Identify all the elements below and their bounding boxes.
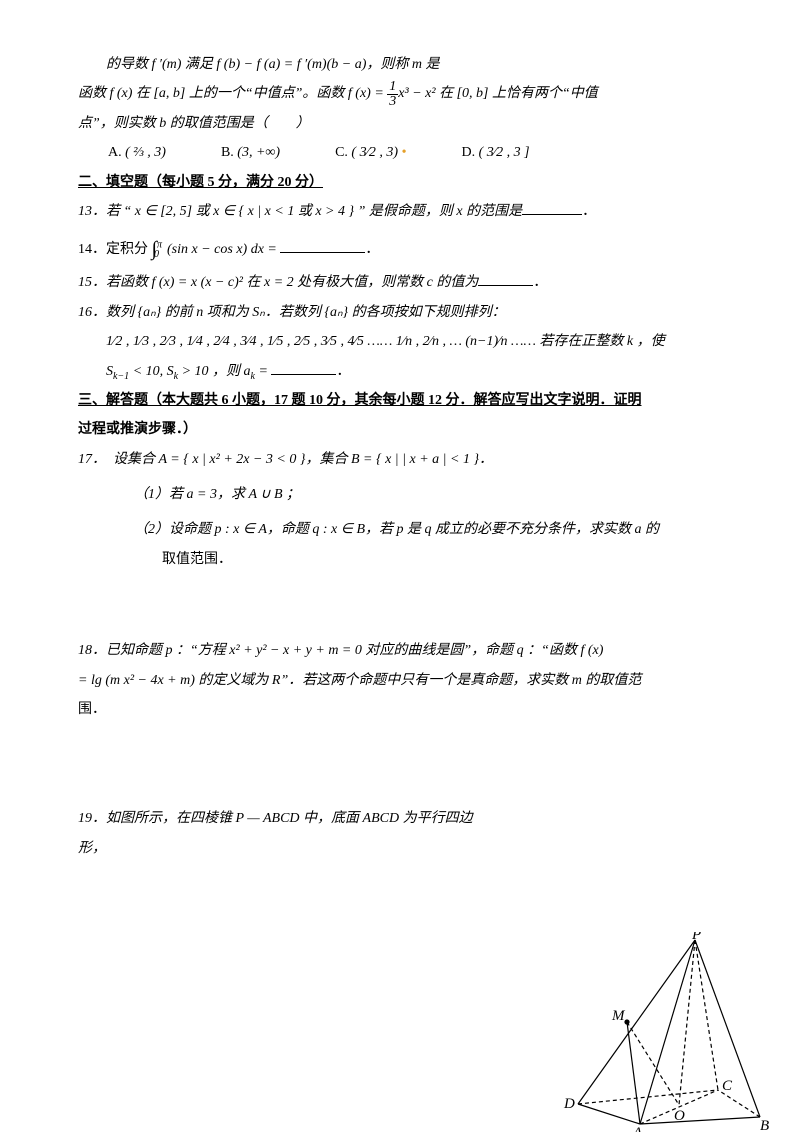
section-3-title-b: 过程或推演步骤．） [78,415,722,444]
q14: 14．定积分 ∫π0(sin x − cos x) dx = ． [78,226,722,268]
q19-text: 19．如图所示，在四棱锥 P — ABCD 中，底面 ABCD 为平行四边形， [78,811,473,855]
q12-func: f (x) = 13x³ − x² [348,86,436,101]
option-a: A. ( ⅔ , 3) [108,138,166,167]
q19: 19．如图所示，在四棱锥 P — ABCD 中，底面 ABCD 为平行四边形， [78,804,498,863]
label-O: O [674,1108,685,1124]
q12-frac-den: 3 [387,95,398,109]
q18-l2: = lg (m x² − 4x + m) 的定义域为 R”．若这两个命题中只有一… [78,666,722,695]
q14-prefix: 14．定积分 [78,242,152,257]
label-C: C [722,1078,733,1094]
opt-b-text: (3, +∞) [237,145,280,160]
q15-period: ． [533,275,547,290]
q16-S1: S [106,364,113,379]
option-b: B. (3, +∞) [221,138,280,167]
section-3-title-a: 三、解答题（本大题共 6 小题，17 题 10 分，其余每小题 12 分．解答应… [78,386,722,415]
q12-line2a: 函数 f (x) 在 [a, b] 上的一个“中值点”。函数 [78,86,348,101]
q12-func-suf: x³ − x² [398,86,435,101]
q12-frac-num: 1 [387,80,398,95]
q13: 13．若 “ x ∈ [2, 5] 或 x ∈ { x | x < 1 或 x … [78,197,722,226]
spacer [78,724,722,804]
q14-period: ． [365,242,379,257]
option-c: C. ( 3⁄2 , 3) • [335,138,406,167]
q12-line1-text: 的导数 f ′(m) 满足 f (b) − f (a) = f ′(m)(b −… [106,57,439,72]
q16-seq-text: 1⁄2 , 1⁄3 , 2⁄3 , 1⁄4 , 2⁄4 , 3⁄4 , 1⁄5 … [106,334,665,349]
q12-options: A. ( ⅔ , 3) B. (3, +∞) C. ( 3⁄2 , 3) • D… [78,138,722,167]
q16-mid: < 10, S [129,364,173,379]
opt-b-label: B. [221,145,234,160]
q16-cond: Sk−1 < 10, Sk > 10 ，则 ak = ． [78,357,722,386]
q12-line1: 的导数 f ′(m) 满足 f (b) − f (a) = f ′(m)(b −… [78,50,722,79]
pyramid-figure: P M D A O C B [560,932,770,1132]
blank-line [478,285,533,286]
q12-frac: 13 [387,80,398,109]
blank-line [280,252,365,253]
opt-c-text: ( 3⁄2 , 3) [351,145,398,160]
q16-sub1: k−1 [113,370,129,381]
q16-ak: > 10 ，则 a [178,364,250,379]
option-d: D. ( 3⁄2 , 3 ] [461,138,529,167]
blank-line [271,374,336,375]
exam-page: 的导数 f ′(m) 满足 f (b) − f (a) = f ′(m)(b −… [0,0,800,1132]
q14-lower: 0 [154,249,159,260]
q13-period: ． [582,204,596,219]
label-D: D [563,1096,575,1112]
spacer [78,574,722,636]
q18-a: 18．已知命题 p ：“方程 x² + y² − x + y + m = 0 对… [78,643,603,658]
q17-2b-text: 取值范围． [162,552,232,567]
opt-d-label: D. [461,145,475,160]
q17-1-text: （1）若 a = 3，求 A ∪ B ； [134,487,300,502]
opt-d-text: ( 3⁄2 , 3 ] [479,145,530,160]
q18-b: = lg (m x² − 4x + m) 的定义域为 R”．若这两个命题中只有一… [78,673,641,688]
q15-text: 15．若函数 f (x) = x (x − c)² 在 x = 2 处有极大值，… [78,275,478,290]
label-A: A [632,1125,643,1132]
opt-a-label: A. [108,145,122,160]
q12-func-pre: f (x) = [348,86,387,101]
q16-eq: = [255,364,271,379]
blank-line [522,214,582,215]
q12-line2b: 在 [0, b] 上恰有两个“中值 [436,86,598,101]
q18-l3: 围． [78,695,722,724]
q16-line1: 16．数列 {aₙ} 的前 n 项和为 Sₙ．若数列 {aₙ} 的各项按如下规则… [78,298,722,327]
q16-period: ． [336,364,350,379]
q17: 17． 设集合 A = { x | x² + 2x − 3 < 0 }，集合 B… [78,445,722,474]
label-M: M [611,1008,626,1024]
label-B: B [760,1118,769,1132]
q17-part2b: 取值范围． [78,545,722,574]
q18-l1: 18．已知命题 p ：“方程 x² + y² − x + y + m = 0 对… [78,636,722,665]
q17-part1: （1）若 a = 3，求 A ∪ B ； [78,480,722,509]
q12-line2: 函数 f (x) 在 [a, b] 上的一个“中值点”。函数 f (x) = 1… [78,79,722,108]
q12-line3-text: 点”，则实数 b 的取值范围是（ ） [78,116,310,131]
section-2-title: 二、填空题（每小题 5 分，满分 20 分） [78,168,722,197]
q16-sequence: 1⁄2 , 1⁄3 , 2⁄3 , 1⁄4 , 2⁄4 , 3⁄4 , 1⁄5 … [78,327,722,356]
q15: 15．若函数 f (x) = x (x − c)² 在 x = 2 处有极大值，… [78,268,722,297]
q18-c: 围． [78,702,106,717]
q12-line3: 点”，则实数 b 的取值范围是（ ） [78,109,722,138]
opt-a-text: ( ⅔ , 3) [125,145,166,160]
q17-stem: 17． 设集合 A = { x | x² + 2x − 3 < 0 }，集合 B… [78,452,493,467]
q17-part2: （2）设命题 p : x ∈ A，命题 q : x ∈ B，若 p 是 q 成立… [78,515,722,544]
label-P: P [691,932,701,943]
q17-2-text: （2）设命题 p : x ∈ A，命题 q : x ∈ B，若 p 是 q 成立… [134,522,659,537]
opt-c-label: C. [335,145,348,160]
pyramid-svg: P M D A O C B [560,932,770,1132]
dot-icon: • [402,145,407,160]
q16-text: 16．数列 {aₙ} 的前 n 项和为 Sₙ．若数列 {aₙ} 的各项按如下规则… [78,305,506,320]
q14-body: (sin x − cos x) dx = [167,242,280,257]
q13-text: 13．若 “ x ∈ [2, 5] 或 x ∈ { x | x < 1 或 x … [78,204,522,219]
